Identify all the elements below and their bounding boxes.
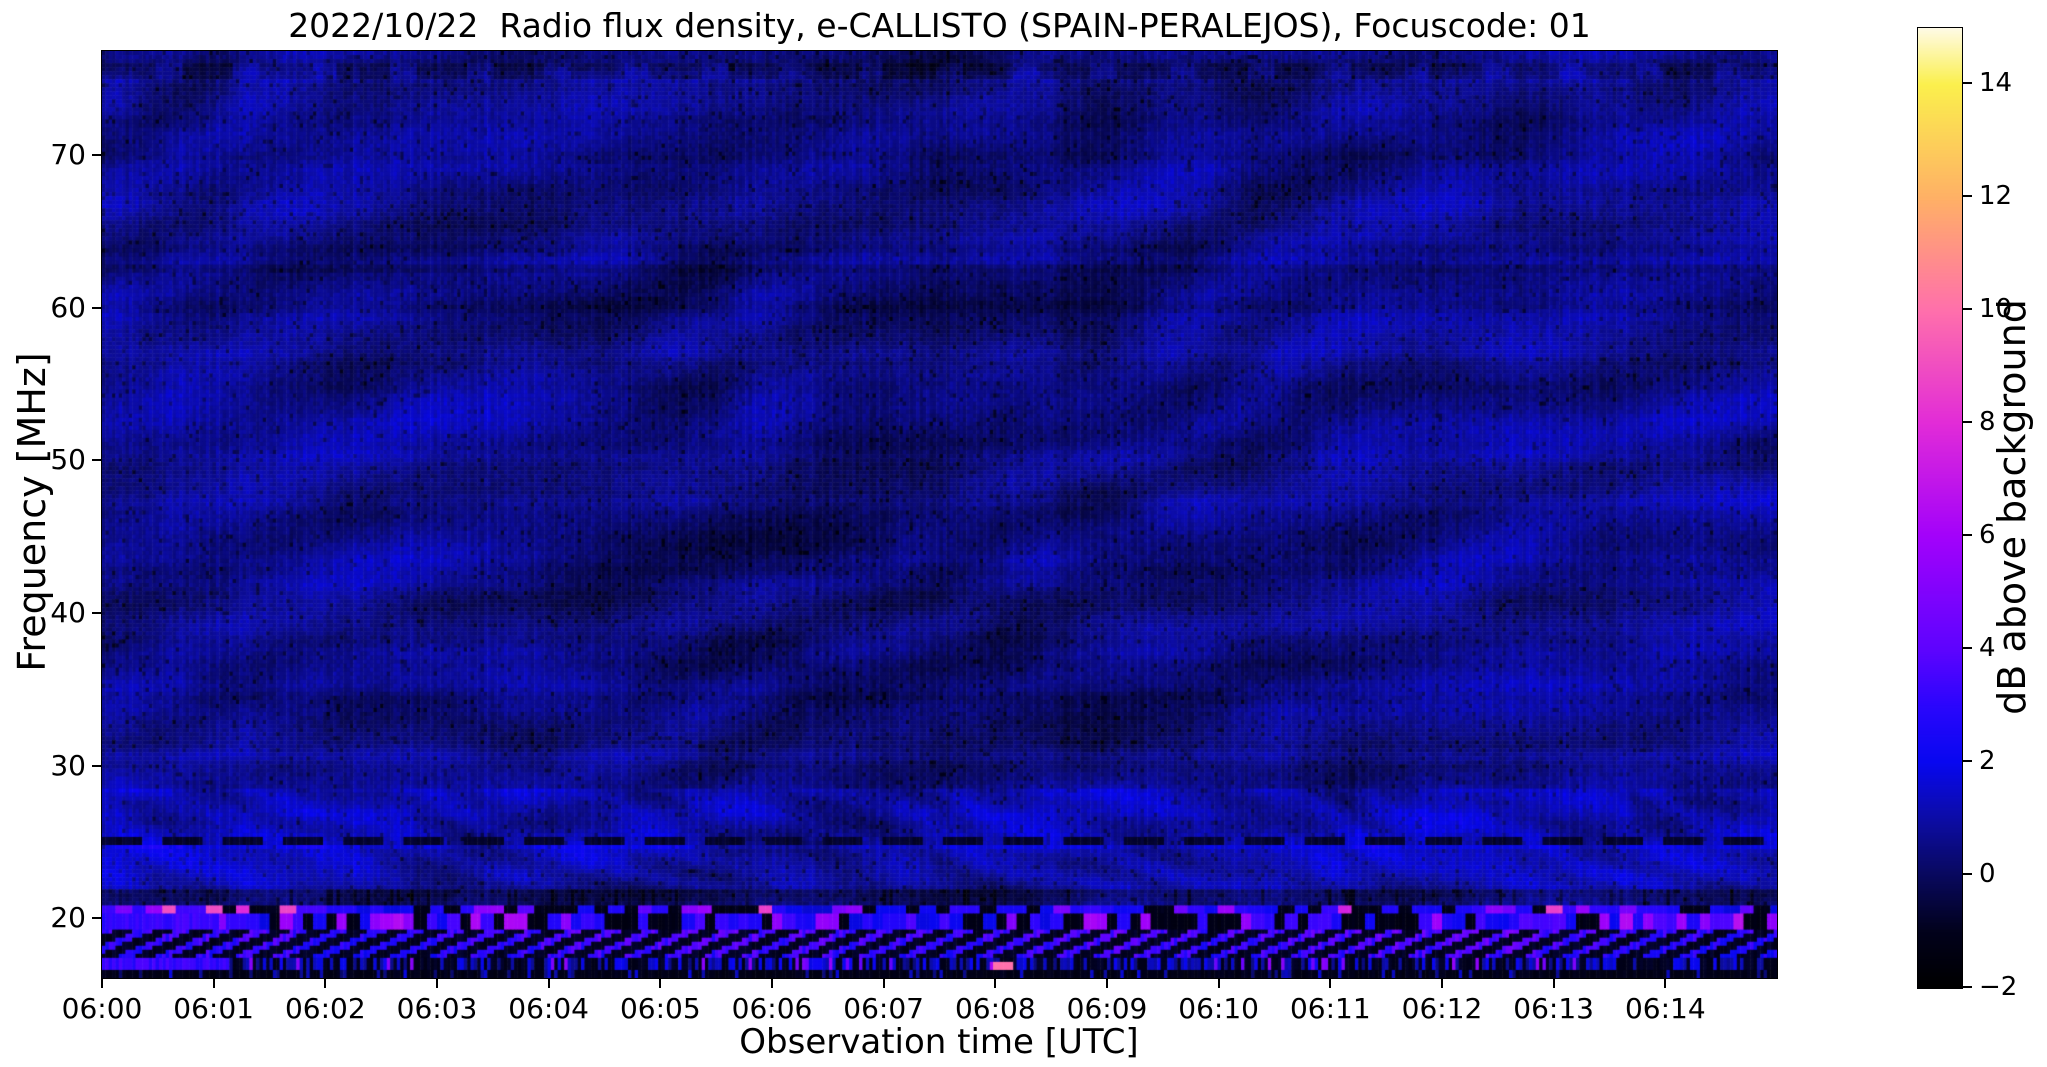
x-tick-mark — [994, 978, 997, 988]
colorbar-tick-mark — [1963, 195, 1972, 198]
colorbar-tick-label: 6 — [1979, 520, 1996, 551]
x-tick-label: 06:07 — [843, 992, 924, 1025]
colorbar-tick-mark — [1963, 308, 1972, 311]
x-tick-mark — [324, 978, 327, 988]
y-axis-label: Frequency [MHz] — [10, 352, 54, 672]
chart-title: 2022/10/22 Radio flux density, e-CALLIST… — [288, 6, 1591, 45]
colorbar-tick-mark — [1963, 986, 1972, 988]
y-tick-label: 60 — [50, 290, 86, 324]
x-tick-label: 06:01 — [173, 992, 254, 1025]
y-tick-label: 20 — [50, 901, 86, 935]
colorbar-tick-mark — [1963, 760, 1972, 763]
colorbar-tick-label: 10 — [1979, 294, 2013, 325]
x-tick-label: 06:14 — [1624, 992, 1706, 1025]
colorbar-tick-label: 2 — [1979, 746, 1996, 777]
x-tick-mark — [882, 978, 885, 988]
x-axis-label: Observation time [UTC] — [739, 1022, 1139, 1062]
y-tick-mark — [92, 153, 102, 156]
x-tick-label: 06:00 — [61, 992, 143, 1025]
x-tick-mark — [1329, 978, 1332, 988]
y-tick-label: 70 — [50, 137, 86, 171]
x-tick-label: 06:09 — [1066, 992, 1148, 1025]
x-tick-label: 06:03 — [396, 992, 478, 1025]
x-tick-label: 06:13 — [1513, 992, 1594, 1025]
y-tick-mark — [92, 459, 102, 462]
x-tick-mark — [771, 978, 773, 988]
colorbar — [1917, 27, 1963, 989]
x-tick-label: 06:04 — [508, 992, 589, 1025]
x-tick-mark — [436, 978, 438, 988]
colorbar-tick-mark — [1963, 421, 1972, 424]
x-tick-label: 06:05 — [619, 992, 701, 1025]
colorbar-tick-label: 8 — [1979, 407, 1996, 438]
x-tick-mark — [1217, 978, 1220, 988]
x-tick-mark — [547, 978, 550, 988]
y-tick-mark — [92, 917, 102, 920]
colorbar-tick-mark — [1963, 647, 1972, 650]
x-tick-mark — [101, 978, 103, 988]
colorbar-tick-label: 14 — [1979, 68, 2013, 99]
y-tick-label: 40 — [50, 596, 86, 629]
x-tick-label: 06:10 — [1178, 992, 1259, 1025]
colorbar-tick-label: −2 — [1979, 972, 2018, 1002]
x-tick-label: 06:12 — [1401, 992, 1483, 1025]
x-tick-label: 06:11 — [1289, 992, 1371, 1025]
x-tick-mark — [212, 978, 215, 988]
colorbar-tick-label: 12 — [1979, 181, 2013, 212]
y-tick-mark — [92, 764, 102, 767]
y-tick-mark — [92, 306, 102, 309]
colorbar-tick-mark — [1963, 873, 1972, 876]
x-tick-mark — [1664, 978, 1667, 988]
plot-area — [101, 50, 1778, 979]
y-tick-mark — [92, 612, 102, 614]
colorbar-tick-label: 4 — [1979, 633, 1996, 664]
colorbar-tick-mark — [1963, 82, 1972, 85]
colorbar-label: dB above background — [1990, 299, 2034, 715]
x-tick-label: 06:08 — [954, 992, 1036, 1025]
y-tick-label: 30 — [50, 748, 86, 782]
x-tick-mark — [1552, 978, 1555, 988]
colorbar-tick-label: 0 — [1979, 859, 1996, 890]
x-tick-label: 06:06 — [731, 992, 813, 1025]
x-tick-mark — [1106, 978, 1108, 988]
x-tick-label: 06:02 — [284, 992, 366, 1025]
colorbar-tick-mark — [1963, 534, 1972, 537]
x-tick-mark — [1441, 978, 1443, 988]
y-tick-label: 50 — [50, 443, 86, 477]
x-tick-mark — [659, 978, 662, 988]
spectrogram-heatmap — [102, 51, 1777, 978]
